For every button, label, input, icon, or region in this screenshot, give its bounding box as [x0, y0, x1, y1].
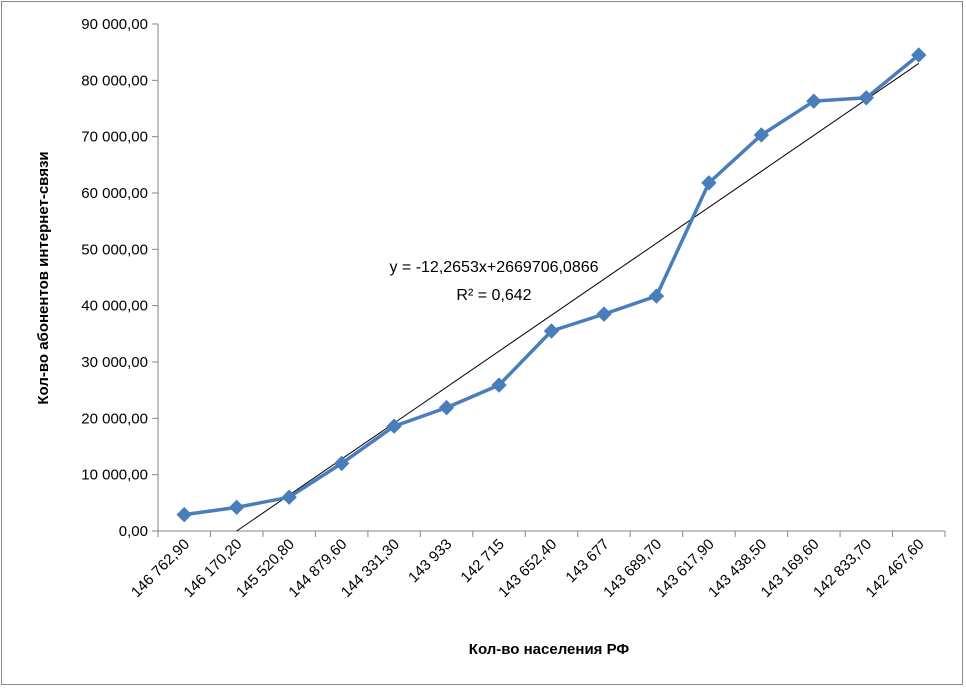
series-line: [183, 53, 920, 517]
x-tick-label: 142 715: [457, 536, 507, 586]
y-tick-label: 0,00: [119, 523, 148, 540]
y-tick-label: 50 000,00: [81, 241, 148, 258]
data-point-marker: [806, 93, 822, 109]
data-point-marker: [648, 288, 665, 304]
y-axis-title: Кол-во абонентов интернет-связи: [35, 151, 52, 404]
data-point-marker: [858, 90, 875, 106]
x-tick-label: 143 677: [562, 536, 612, 586]
data-point-marker: [386, 418, 402, 434]
trendline-equation: y = -12,2653x+2669706,0866: [389, 259, 598, 276]
data-point-marker: [438, 399, 455, 416]
data-point-marker: [491, 377, 507, 393]
data-point-marker: [753, 127, 770, 143]
data-point-marker: [228, 499, 245, 516]
y-tick-label: 70 000,00: [81, 129, 148, 146]
x-tick-label: 143 933: [405, 536, 455, 586]
trendline: [236, 63, 920, 532]
data-point-marker: [281, 489, 297, 505]
data-point-marker: [176, 506, 192, 523]
axes: [157, 24, 945, 532]
y-tick-label: 10 000,00: [81, 467, 148, 484]
y-tick-label: 30 000,00: [81, 354, 148, 371]
y-ticks: 0,00 10 000,00 20 000,00 30 000,00 40 000,00…: [81, 16, 158, 540]
trendline-r-squared: R² = 0,642: [456, 287, 531, 304]
data-point-marker: [701, 175, 717, 191]
x-axis-title: Кол-во населения РФ: [469, 641, 630, 658]
y-tick-label: 90 000,00: [81, 16, 148, 33]
data-point-marker: [543, 323, 560, 339]
data-point-marker: [911, 47, 927, 63]
y-tick-label: 40 000,00: [81, 298, 148, 315]
y-tick-label: 80 000,00: [81, 72, 148, 89]
trendline-layer: [236, 63, 920, 532]
data-point-marker: [333, 455, 350, 472]
series-layer: [176, 47, 927, 523]
y-tick-label: 20 000,00: [81, 410, 148, 427]
data-point-marker: [596, 306, 612, 322]
y-tick-label: 60 000,00: [81, 185, 148, 202]
